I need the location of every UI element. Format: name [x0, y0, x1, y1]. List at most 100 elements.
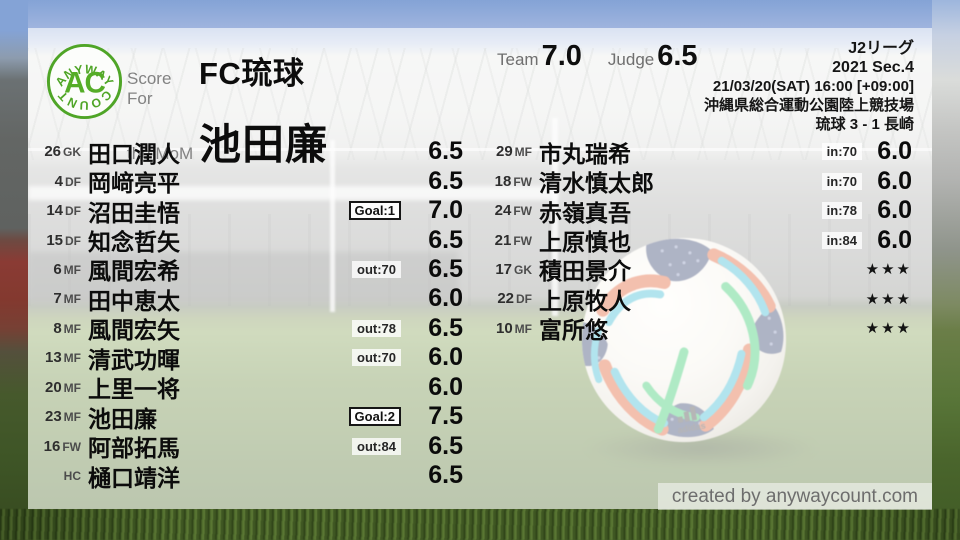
credit-box: created by anywaycount.com: [657, 483, 932, 510]
player-number-pos: 4 DF: [54, 172, 81, 190]
rating-value: 6.0: [877, 225, 912, 254]
player-name: 富所悠: [539, 317, 608, 344]
rating-value: 6.5: [428, 313, 463, 342]
substitution-badge: in:84: [821, 231, 862, 249]
rating-value: 6.5: [428, 254, 463, 283]
substitution-badge: out:70: [352, 349, 401, 367]
player-number-pos: 23 MF: [44, 408, 81, 426]
player-number-pos: 16 FW: [43, 437, 81, 455]
mom-name: 池田廉: [199, 121, 329, 168]
subs-column: 29 MF 市丸瑞希 in:70 6.0 18 FW 清水慎太郎 in:70 6.0 24 FW 赤嶺真…: [486, 137, 912, 343]
starter-row: 20 MF 上里一将 6.0: [33, 372, 463, 403]
rating-value: 6.0: [428, 372, 463, 401]
player-number-pos: 15 DF: [46, 231, 81, 249]
player-name: 清水慎太郎: [539, 170, 654, 197]
starters-column: 26 GK 田口潤人 6.5 4 DF 岡﨑亮平 6.5 14 DF 沼田圭悟 Goal:1 7.0 15…: [33, 137, 463, 490]
player-number-pos: 29 MF: [495, 143, 532, 161]
rating-value: 6.0: [428, 284, 463, 313]
photo-right-edge: [932, 0, 960, 540]
sub-row: 29 MF 市丸瑞希 in:70 6.0: [486, 137, 912, 167]
match-result: 琉球 3 - 1 長崎: [815, 116, 914, 133]
rating-value: 6.0: [877, 137, 912, 166]
substitution-badge: in:70: [821, 172, 862, 190]
player-number-pos: 10 MF: [495, 319, 532, 337]
player-number-pos: HC: [63, 468, 81, 483]
kickoff-datetime: 21/03/20(SAT) 16:00 [+09:00]: [712, 78, 914, 95]
goal-badge: Goal:2: [348, 407, 401, 427]
player-name: 風間宏矢: [88, 317, 180, 344]
player-name: 清武功暉: [88, 346, 180, 373]
judge-score-value: 6.5: [657, 40, 698, 72]
rating-value: 6.0: [877, 166, 912, 195]
league-name: J2リーグ: [848, 40, 914, 57]
player-name: 知念哲矢: [88, 229, 180, 256]
player-number-pos: 7 MF: [53, 290, 81, 308]
substitution-badge: in:78: [821, 202, 862, 220]
starter-row: 13 MF 清武功暉 out:70 6.0: [33, 343, 463, 373]
stars-rating: ★★★: [865, 290, 912, 308]
player-number-pos: 22 DF: [497, 290, 532, 308]
sub-row: 22 DF 上原牧人 ★★★: [486, 284, 912, 314]
starter-row: 7 MF 田中恵太 6.0: [33, 284, 463, 314]
sub-row: 21 FW 上原慎也 in:84 6.0: [486, 225, 912, 256]
player-number-pos: 20 MF: [44, 378, 81, 396]
player-name: 池田廉: [88, 405, 157, 432]
starter-row: 14 DF 沼田圭悟 Goal:1 7.0: [33, 196, 463, 226]
stars-rating: ★★★: [865, 320, 912, 338]
goal-badge: Goal:1: [348, 201, 401, 221]
player-number-pos: 14 DF: [46, 202, 81, 220]
starter-row: 26 GK 田口潤人 6.5: [33, 137, 463, 167]
rating-value: 6.0: [428, 343, 463, 372]
player-name: 上原牧人: [539, 287, 631, 314]
starter-row: 4 DF 岡﨑亮平 6.5: [33, 166, 463, 197]
sub-row: 24 FW 赤嶺真吾 in:78 6.0: [486, 196, 912, 226]
player-number-pos: 24 FW: [494, 202, 532, 220]
venue-name: 沖縄県総合運動公園陸上競技場: [703, 97, 914, 114]
translucent-overlay: [28, 28, 932, 509]
player-name: 田中恵太: [88, 287, 180, 314]
substitution-badge: out:84: [352, 437, 401, 455]
judge-score-label: Judge: [607, 50, 655, 69]
rating-value: 6.5: [428, 225, 463, 254]
sub-row: 10 MF 富所悠 ★★★: [486, 314, 912, 343]
rating-value: 7.0: [428, 196, 463, 225]
player-number-pos: 26 GK: [44, 143, 81, 161]
rating-value: 7.5: [428, 402, 463, 431]
photo-left-edge: [0, 0, 28, 540]
logo-center-text: AC: [64, 66, 105, 99]
player-name: 岡﨑亮平: [88, 170, 180, 197]
team-score-label: Team: [497, 50, 539, 69]
player-name: 阿部拓馬: [88, 435, 180, 462]
rating-value: 6.0: [877, 196, 912, 225]
player-number-pos: 18 FW: [494, 172, 532, 190]
sub-row: 17 GK 積田景介 ★★★: [486, 255, 912, 284]
header-titles: Score For FC琉球 the MoM 池田廉: [127, 48, 328, 172]
player-name: 市丸瑞希: [539, 140, 631, 167]
team-score-value: 7.0: [541, 40, 582, 72]
sub-row: 18 FW 清水慎太郎 in:70 6.0: [486, 166, 912, 197]
credit-text: created by anywaycount.com: [671, 485, 918, 507]
player-number-pos: 13 MF: [44, 349, 81, 367]
player-number-pos: 21 FW: [494, 231, 532, 249]
team-name: FC琉球: [199, 56, 305, 91]
starter-row: HC 樋口靖洋 6.5: [33, 461, 463, 491]
player-number-pos: 8 MF: [53, 319, 81, 337]
player-number-pos: 17 GK: [495, 260, 532, 278]
player-name: 上里一将: [88, 376, 180, 403]
stars-rating: ★★★: [865, 261, 912, 279]
starter-row: 6 MF 風間宏希 out:70 6.5: [33, 254, 463, 285]
starter-row: 15 DF 知念哲矢 6.5: [33, 225, 463, 256]
substitution-badge: out:78: [352, 319, 401, 337]
substitution-badge: in:70: [821, 143, 862, 161]
grass-texture: [0, 509, 960, 540]
starter-row: 23 MF 池田廉 Goal:2 7.5: [33, 402, 463, 432]
score-for-label: Score For: [127, 69, 172, 108]
starter-row: 8 MF 風間宏矢 out:78 6.5: [33, 313, 463, 344]
player-name: 風間宏希: [88, 258, 180, 285]
player-name: 赤嶺真吾: [539, 199, 631, 226]
rating-value: 6.5: [428, 137, 463, 166]
mom-label: the MoM: [127, 144, 194, 163]
player-number-pos: 6 MF: [53, 260, 81, 278]
player-name: 上原慎也: [539, 229, 631, 256]
